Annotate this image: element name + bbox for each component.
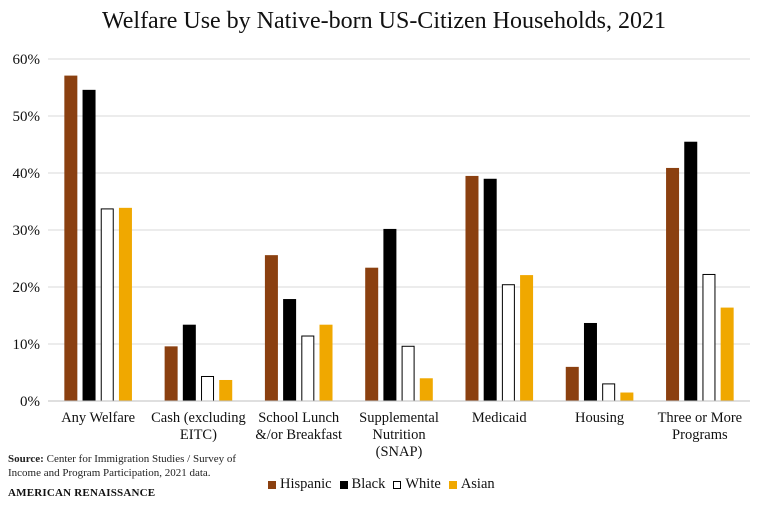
bar-hispanic xyxy=(365,267,379,402)
bar-white xyxy=(301,335,315,402)
x-axis-categories: Any Welfare Cash (excluding EITC) School Lu… xyxy=(61,410,742,460)
bar-white xyxy=(100,208,114,402)
y-tick-label: 50% xyxy=(13,109,41,125)
y-axis-ticks: 0% 10% 20% 30% 40% 50% 60% xyxy=(13,52,41,410)
gridlines xyxy=(48,58,750,345)
x-category-label: Supplemental Nutrition (SNAP) xyxy=(359,410,439,460)
y-tick-label: 30% xyxy=(13,223,41,239)
bar-white xyxy=(602,383,616,402)
bar-asian xyxy=(620,392,634,402)
source-text: Center for Immigration Studies / Survey … xyxy=(8,453,237,479)
bar-black xyxy=(383,228,397,402)
bar-hispanic xyxy=(264,255,278,402)
x-category-label: Any Welfare xyxy=(61,410,135,426)
bar-black xyxy=(684,141,698,402)
legend-label: Hispanic xyxy=(280,476,332,492)
bar-hispanic xyxy=(64,75,78,402)
chart-title: Welfare Use by Native-born US-Citizen Ho… xyxy=(102,8,666,34)
legend-item-black: Black xyxy=(339,476,386,493)
bar-white xyxy=(201,375,215,402)
bar-white xyxy=(702,273,716,402)
y-tick-label: 0% xyxy=(20,394,40,410)
bar-asian xyxy=(720,307,734,402)
bar-hispanic xyxy=(565,366,579,402)
y-tick-label: 10% xyxy=(13,337,41,353)
legend-swatch xyxy=(339,480,348,489)
legend-label: Black xyxy=(351,476,386,492)
bar-hispanic xyxy=(465,175,479,402)
y-tick-label: 20% xyxy=(13,280,41,296)
bar-asian xyxy=(520,275,534,402)
y-tick-label: 40% xyxy=(13,166,41,182)
x-category-label: School Lunch &/or Breakfast xyxy=(255,410,342,443)
legend-item-asian: Asian xyxy=(448,476,495,493)
bar-asian xyxy=(118,207,132,402)
bar-white xyxy=(401,345,415,402)
bars xyxy=(64,75,734,402)
bar-chart: 0% 10% 20% 30% 40% 50% 60% Any Welfare Cash (ex… xyxy=(13,52,750,460)
x-category-label: Three or More Programs xyxy=(658,410,743,443)
bar-hispanic xyxy=(164,346,178,402)
bar-black xyxy=(283,299,297,402)
bar-black xyxy=(182,324,196,402)
bar-asian xyxy=(419,378,433,402)
bar-asian xyxy=(319,324,333,402)
source-note: Source: Center for Immigration Studies /… xyxy=(8,452,248,480)
bar-black xyxy=(82,89,96,402)
bar-black xyxy=(583,322,597,402)
legend-item-white: White xyxy=(393,476,441,493)
bar-asian xyxy=(219,379,233,402)
legend-swatch xyxy=(268,480,276,489)
brand-logo-text: AMERICAN RENAISSANCE xyxy=(8,487,156,499)
source-label: Source: xyxy=(8,453,44,465)
bar-white xyxy=(501,284,515,402)
y-tick-label: 60% xyxy=(13,52,41,68)
bar-hispanic xyxy=(666,167,680,402)
legend: Hispanic Black White Asian xyxy=(268,476,495,493)
legend-swatch xyxy=(393,480,402,489)
legend-swatch xyxy=(448,480,457,489)
legend-label: White xyxy=(405,476,441,492)
bar-black xyxy=(483,178,497,402)
legend-item-hispanic: Hispanic xyxy=(268,476,332,493)
x-category-label: Medicaid xyxy=(472,410,528,426)
legend-label: Asian xyxy=(460,476,495,492)
x-category-label: Housing xyxy=(575,410,624,426)
x-category-label: Cash (excluding EITC) xyxy=(151,410,246,443)
